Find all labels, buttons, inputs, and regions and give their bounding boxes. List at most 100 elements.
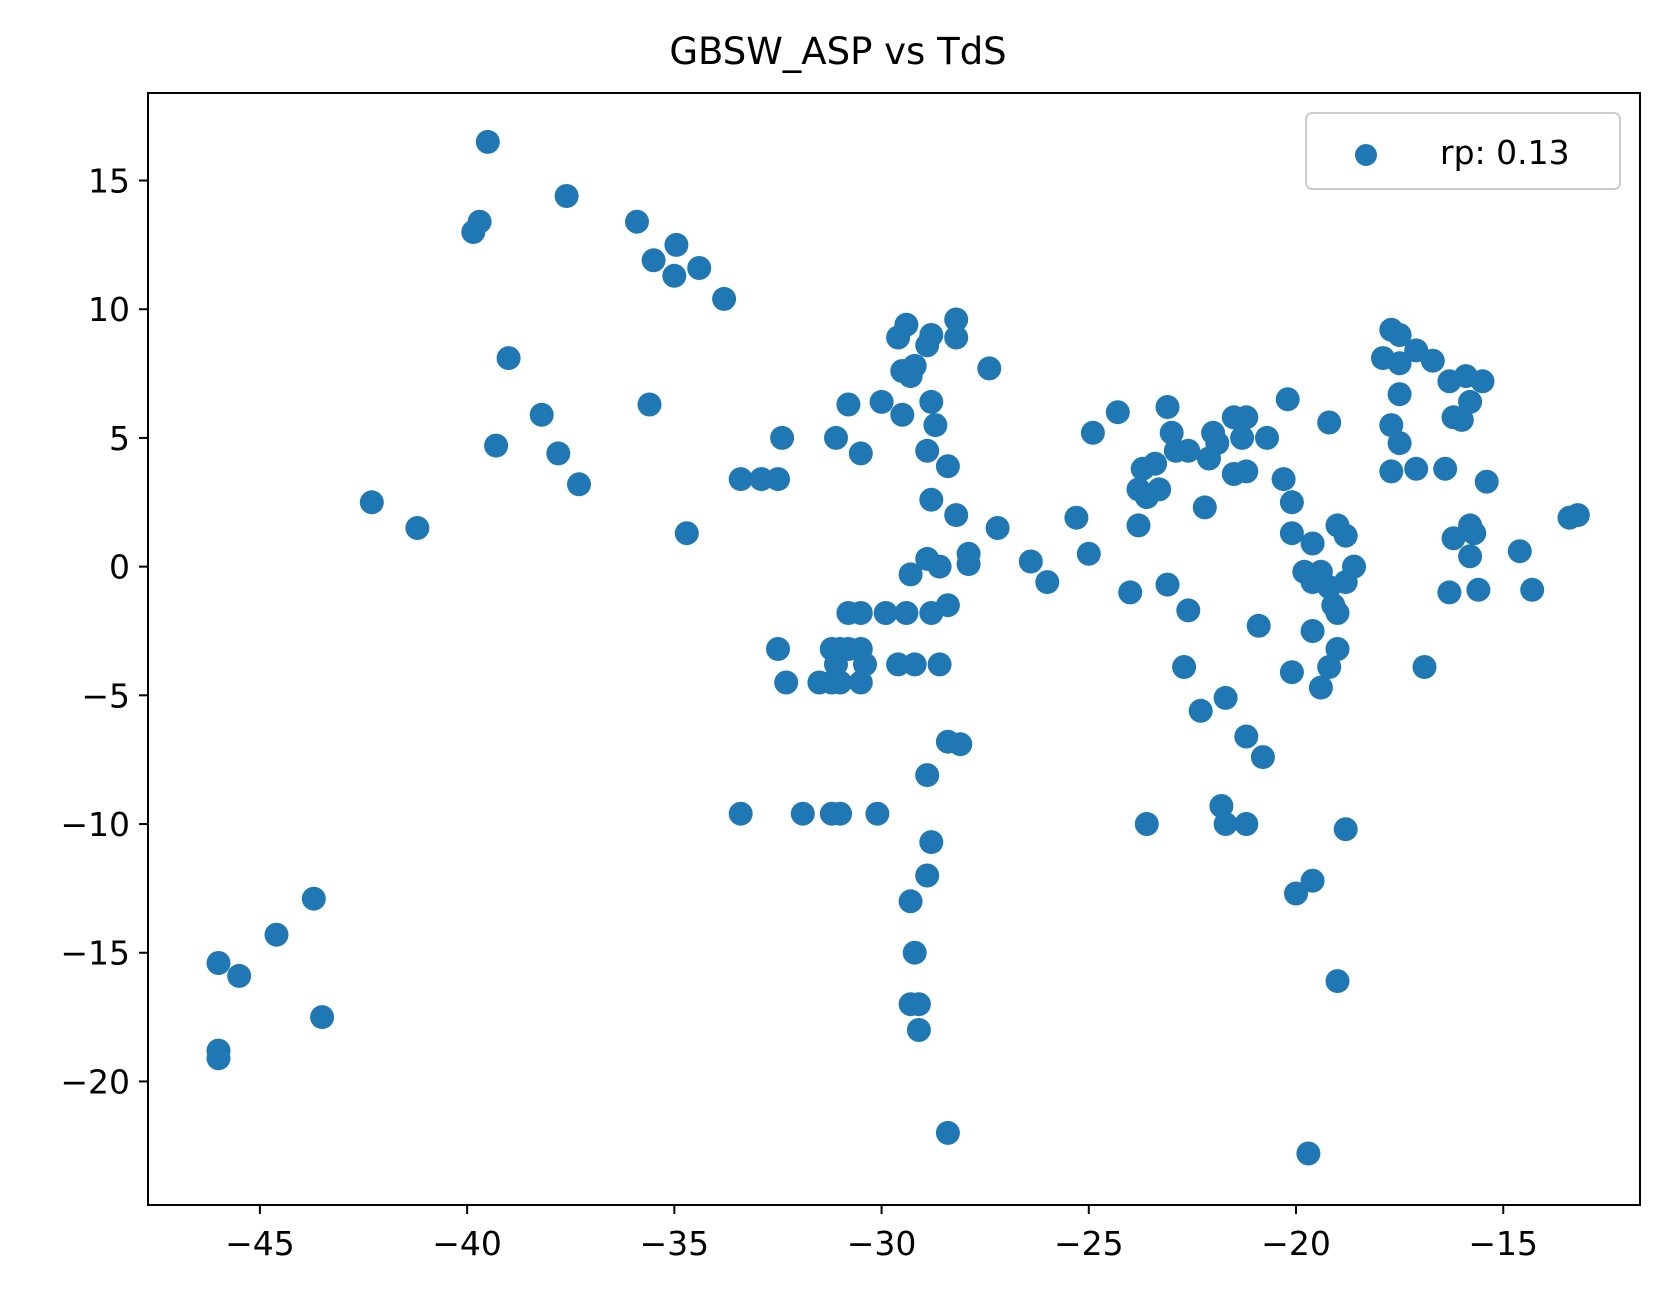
data-point	[1230, 425, 1255, 450]
legend-box	[1305, 112, 1621, 190]
data-point	[1284, 881, 1308, 906]
data-point	[790, 801, 815, 826]
data-point	[1188, 698, 1213, 723]
data-point	[301, 886, 326, 911]
plot-frame	[147, 92, 1641, 1206]
data-point	[264, 922, 289, 947]
data-point	[625, 209, 649, 234]
data-point	[1275, 387, 1300, 412]
data-point	[310, 1005, 335, 1030]
data-point	[1342, 554, 1366, 579]
data-point	[906, 1018, 931, 1042]
data-point	[906, 992, 931, 1017]
data-point	[475, 129, 500, 154]
data-point	[1155, 395, 1180, 419]
x-tick-label: −35	[640, 1224, 710, 1263]
data-point	[227, 963, 252, 988]
data-point	[206, 951, 231, 975]
data-point	[1018, 549, 1043, 574]
data-point	[1437, 580, 1462, 605]
data-point	[1520, 577, 1545, 602]
data-point	[664, 232, 689, 257]
data-point	[1387, 351, 1412, 376]
data-point	[529, 402, 554, 427]
x-axis: −45 −40 −35 −30 −25 −20 −15	[225, 1205, 1538, 1263]
data-point	[848, 601, 873, 625]
data-point	[359, 490, 384, 515]
data-point	[824, 425, 848, 450]
data-point	[1176, 438, 1201, 463]
data-point	[1404, 456, 1429, 481]
data-point	[1300, 531, 1325, 556]
data-point	[1255, 425, 1279, 450]
data-point	[1379, 413, 1404, 438]
data-point	[1466, 577, 1491, 602]
data-point	[894, 601, 919, 625]
data-point	[985, 516, 1010, 540]
data-point	[1172, 655, 1197, 679]
data-point	[898, 562, 923, 587]
data-point	[915, 438, 940, 463]
data-point	[484, 433, 509, 458]
data-point	[935, 593, 960, 618]
data-point	[1308, 675, 1333, 700]
data-point	[637, 392, 662, 417]
data-point	[1325, 969, 1350, 994]
data-point	[927, 554, 952, 579]
data-point	[1271, 467, 1296, 492]
data-point	[1147, 477, 1172, 502]
data-point	[770, 425, 795, 450]
data-point	[1205, 431, 1230, 456]
data-point	[869, 389, 894, 414]
x-tick-label: −15	[1468, 1224, 1538, 1263]
data-point	[828, 801, 853, 826]
data-point	[1462, 521, 1487, 546]
data-point	[496, 346, 521, 371]
data-point	[1387, 382, 1412, 407]
data-point	[915, 863, 940, 888]
data-point	[848, 670, 873, 695]
data-point	[1076, 541, 1101, 566]
data-point	[728, 801, 753, 826]
data-point	[1064, 505, 1089, 530]
data-point	[1080, 420, 1105, 445]
data-point	[944, 503, 969, 528]
data-point	[865, 801, 890, 826]
data-point	[836, 392, 861, 417]
data-point	[405, 516, 430, 540]
y-tick-label: 15	[88, 162, 130, 201]
data-point	[546, 441, 571, 466]
data-point	[919, 389, 944, 414]
x-tick-label: −20	[1261, 1224, 1331, 1263]
data-point	[1379, 459, 1404, 484]
data-point	[915, 333, 940, 358]
data-point	[554, 184, 579, 208]
data-point	[873, 601, 898, 625]
x-tick-label: −45	[225, 1224, 295, 1263]
data-point	[919, 830, 944, 855]
data-point	[956, 552, 981, 577]
data-point	[915, 763, 940, 788]
data-point	[1159, 420, 1184, 445]
data-point	[944, 325, 969, 350]
data-point	[898, 889, 923, 914]
x-tick-label: −25	[1054, 1224, 1124, 1263]
data-point	[848, 441, 873, 466]
data-point	[1458, 544, 1483, 569]
data-point	[853, 652, 877, 677]
data-point	[1234, 812, 1259, 836]
data-point	[1458, 389, 1483, 414]
data-point	[774, 670, 799, 695]
data-point	[1507, 539, 1532, 564]
data-point	[923, 413, 948, 438]
data-point	[1134, 812, 1159, 836]
data-point	[1213, 685, 1238, 710]
data-point	[902, 940, 927, 965]
data-point	[1333, 817, 1358, 842]
data-point	[1325, 601, 1350, 625]
data-point	[977, 356, 1002, 381]
data-point	[766, 637, 790, 661]
data-point	[1387, 431, 1412, 456]
data-point	[1441, 526, 1466, 551]
y-tick-label: 10	[88, 290, 130, 329]
